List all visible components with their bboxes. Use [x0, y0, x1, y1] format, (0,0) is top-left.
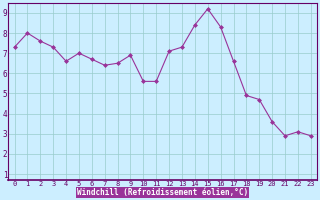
- X-axis label: Windchill (Refroidissement éolien,°C): Windchill (Refroidissement éolien,°C): [77, 188, 248, 197]
